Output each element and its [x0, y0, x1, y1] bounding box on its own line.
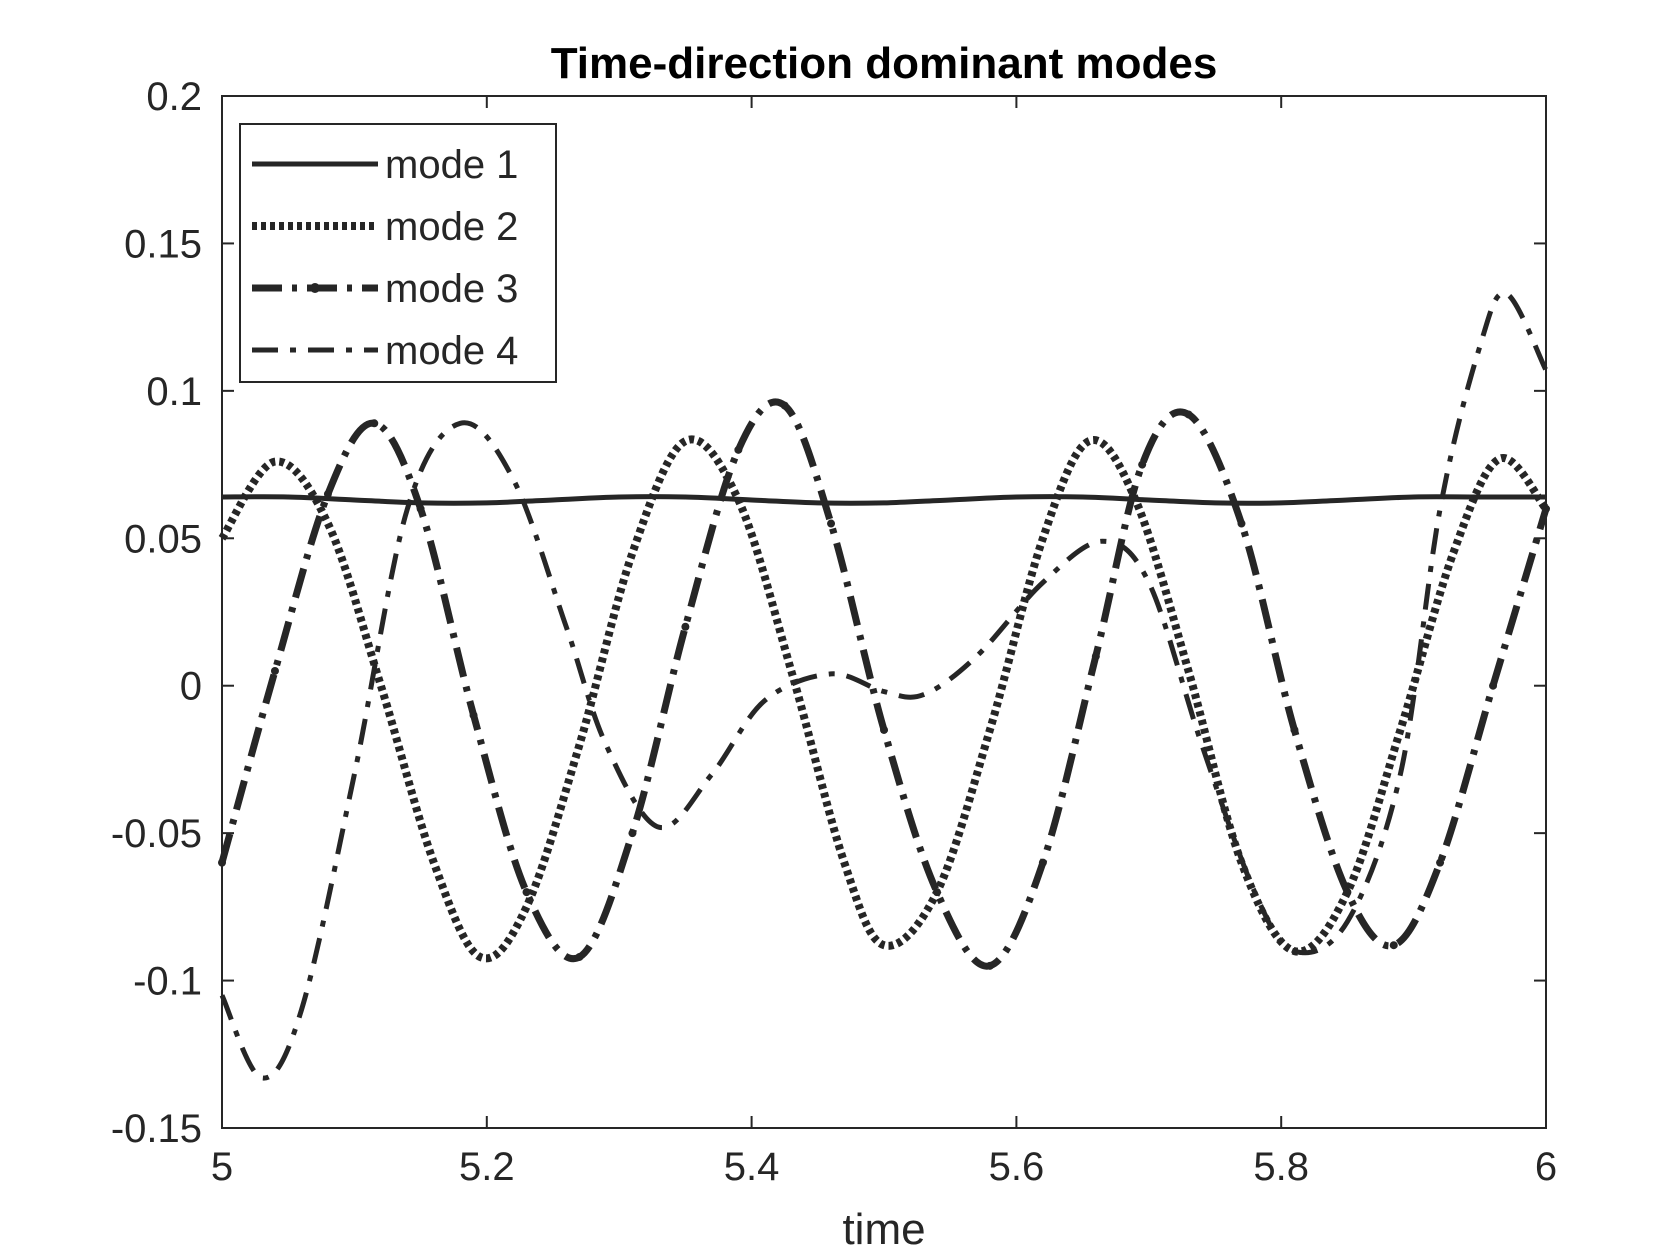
series-line-mode-4 [219, 290, 1549, 1081]
series-marker-mode-3 [932, 888, 941, 897]
series-marker-mode-3 [416, 504, 425, 513]
series-marker-mode-3 [522, 888, 531, 897]
series-marker-mode-3 [1389, 941, 1398, 950]
y-tick-label: 0.2 [146, 75, 202, 119]
series-marker-mode-3 [734, 445, 743, 454]
series-marker-mode-3 [1436, 858, 1445, 867]
y-tick-label: -0.15 [111, 1107, 202, 1151]
series-marker-mode-3 [1489, 681, 1498, 690]
series-marker-mode-3 [628, 829, 637, 838]
series-marker-mode-3 [681, 622, 690, 631]
series-marker-mode-3 [370, 419, 379, 428]
chart-title: Time-direction dominant modes [551, 39, 1218, 88]
y-tick-label: 0.1 [146, 370, 202, 414]
legend-label: mode 4 [385, 329, 518, 373]
x-axis-label: time [842, 1205, 925, 1254]
y-tick-label: 0.05 [124, 517, 202, 561]
x-tick-label: 6 [1535, 1145, 1557, 1189]
series-marker-mode-3 [1290, 725, 1299, 734]
y-tick-label: 0.15 [124, 222, 202, 266]
legend: mode 1 mode 2 mode 3 mode 4 [239, 123, 557, 383]
series-marker-mode-3 [1343, 888, 1352, 897]
x-tick-label: 5.2 [459, 1145, 515, 1189]
legend-label: mode 3 [385, 267, 518, 311]
y-tick-label: -0.05 [111, 812, 202, 856]
series-marker-mode-3 [880, 725, 888, 734]
series-marker-mode-3 [1184, 410, 1193, 419]
legend-box [239, 123, 557, 383]
series-marker-mode-3 [827, 519, 836, 528]
legend-label: mode 1 [385, 143, 518, 187]
series-line-mode-1 [221, 494, 1547, 506]
series-marker-mode-3 [469, 711, 478, 720]
y-tick-label: 0 [180, 665, 202, 709]
x-tick-label: 5.6 [989, 1145, 1045, 1189]
series-marker-mode-3 [780, 401, 789, 410]
series-layer [218, 290, 1550, 1081]
plot-frame [221, 95, 1547, 1129]
series-line-mode-2 [218, 435, 1550, 963]
series-marker-mode-3 [1091, 652, 1100, 661]
legend-label: mode 2 [385, 205, 518, 249]
series-marker-mode-3 [323, 490, 332, 499]
series-marker-mode-3 [1138, 460, 1147, 469]
series-marker-mode-3 [985, 961, 994, 970]
series-marker-mode-3 [1038, 858, 1047, 867]
axes-layer: 5 5.2 5.4 5.6 5.8 6 -0.15 -0.1 -0.05 0 0.05 0.1 0.15… [111, 75, 1557, 1189]
series-marker-mode-3 [1237, 519, 1246, 528]
y-tick-label: -0.1 [133, 960, 202, 1004]
series-marker-mode-3 [270, 666, 279, 675]
legend-marker-mode-3 [310, 283, 320, 293]
series-marker-mode-3 [575, 952, 584, 961]
x-tick-label: 5 [211, 1145, 233, 1189]
x-tick-label: 5.8 [1253, 1145, 1309, 1189]
x-tick-label: 5.4 [724, 1145, 780, 1189]
